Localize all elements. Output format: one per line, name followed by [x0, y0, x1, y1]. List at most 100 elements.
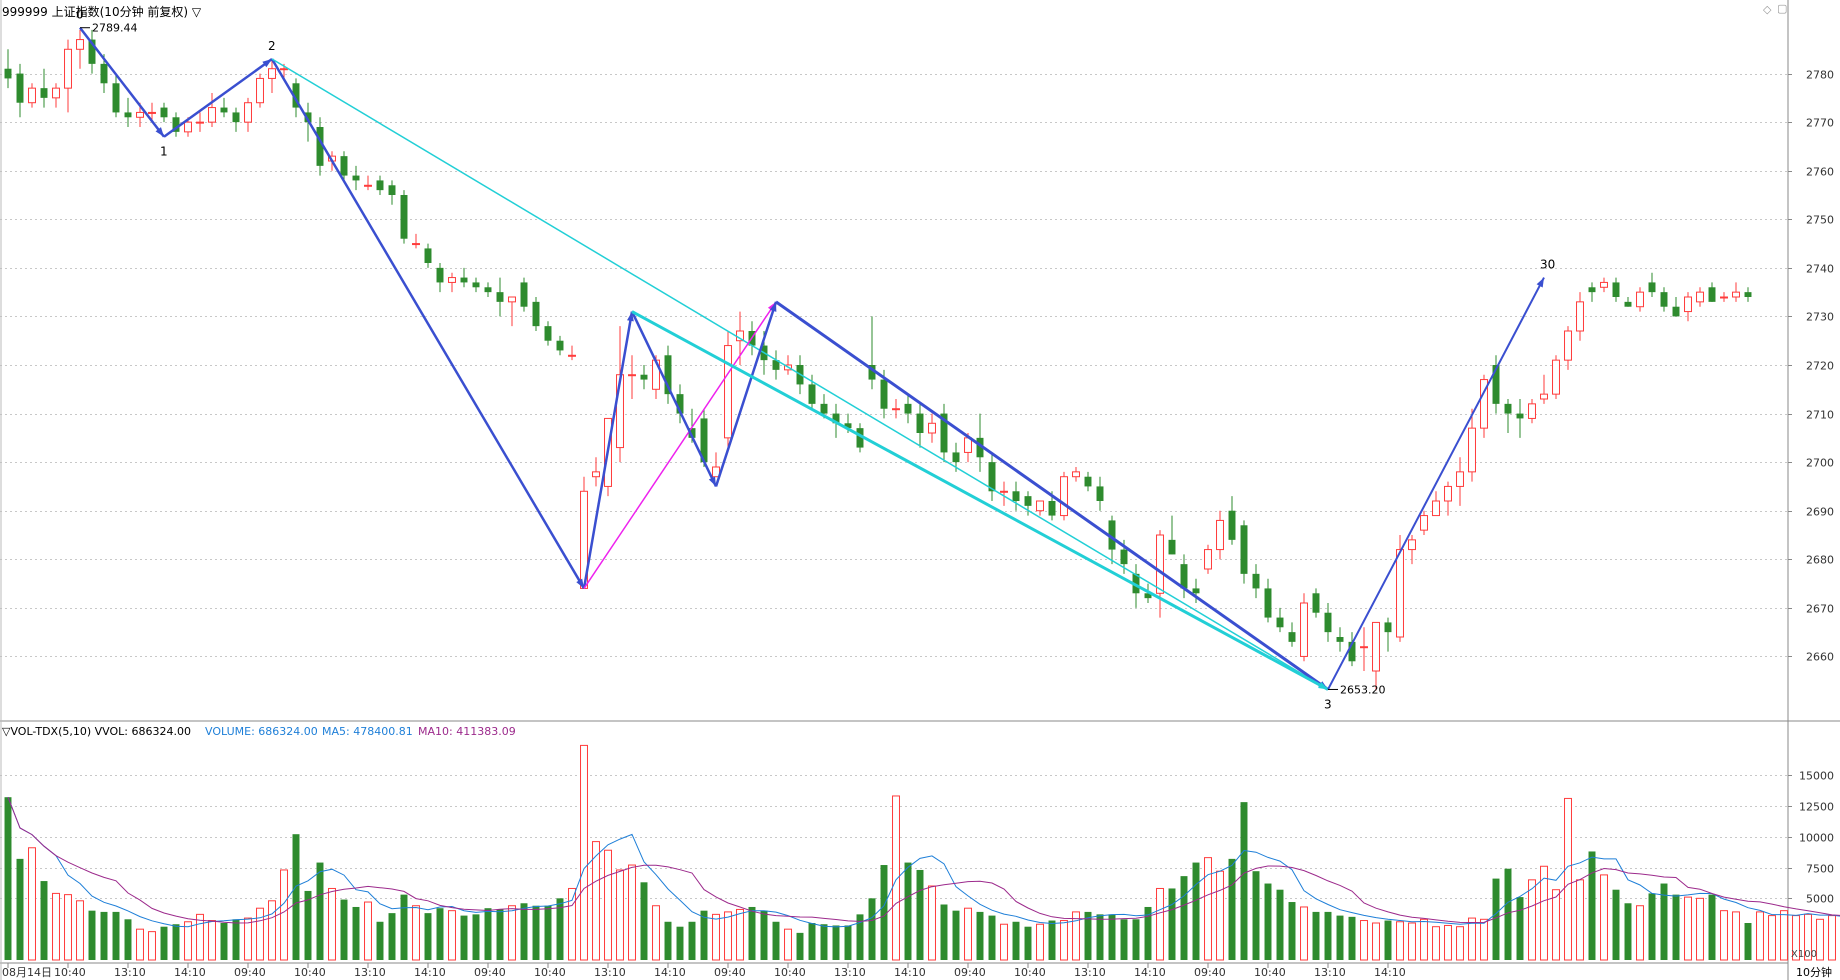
volume-bar	[1072, 911, 1080, 961]
price-tick-label: 2720	[1806, 360, 1834, 373]
candle	[496, 277, 504, 317]
volume-bar	[1420, 918, 1428, 961]
volume-bar	[1192, 862, 1200, 960]
volume-bar	[1060, 920, 1068, 961]
candle	[1384, 617, 1392, 652]
volume-bar	[820, 924, 828, 960]
candle	[1612, 277, 1620, 302]
candle-body	[1576, 301, 1584, 332]
volume-bar	[244, 917, 252, 961]
price-tick-label: 2690	[1806, 506, 1834, 519]
volume-bar	[748, 906, 756, 960]
candle	[1528, 399, 1536, 424]
candle-body	[160, 107, 168, 118]
candle-body	[1384, 622, 1392, 633]
candle	[640, 365, 648, 390]
candle	[1660, 287, 1668, 312]
volume-tick-label: 7500	[1806, 863, 1834, 876]
volume-bar	[964, 907, 972, 961]
candle-body	[88, 39, 96, 64]
candle-body	[340, 156, 348, 176]
candle	[220, 97, 228, 118]
price-tick-label: 2740	[1806, 263, 1834, 276]
volume-bar	[1480, 918, 1488, 961]
candle	[376, 175, 384, 195]
candle	[1720, 292, 1728, 302]
candle-body	[208, 107, 216, 123]
candle	[928, 413, 936, 443]
price-tick-label: 2710	[1806, 409, 1834, 422]
candle-body	[808, 384, 816, 404]
volume-bar	[340, 899, 348, 960]
candle	[976, 413, 984, 472]
volume-bar	[700, 910, 708, 960]
candle-body	[1324, 612, 1332, 633]
candle	[124, 97, 132, 127]
grid-lines	[0, 74, 1788, 899]
volume-bar	[1756, 911, 1764, 961]
candle	[1012, 481, 1020, 511]
volume-bar	[1252, 871, 1260, 960]
time-tick-label: 14:10	[1134, 966, 1166, 979]
candle-body	[196, 121, 204, 124]
candle-body	[184, 121, 192, 133]
candle	[1516, 399, 1524, 438]
volume-bar	[1600, 874, 1608, 961]
candle	[1468, 408, 1476, 482]
volume-bar	[1432, 926, 1440, 961]
timeframe-button[interactable]: 10分钟	[1796, 966, 1832, 979]
candle	[484, 282, 492, 297]
candle	[1276, 607, 1284, 633]
candle	[1684, 292, 1692, 322]
volume-bar	[1624, 903, 1632, 960]
volume-bar	[124, 919, 132, 960]
candle	[1204, 544, 1212, 574]
volume-bar	[928, 885, 936, 961]
volume-bar	[112, 911, 120, 960]
wave-label: 0	[76, 8, 84, 22]
candle	[1732, 282, 1740, 302]
price-tick-label: 2680	[1806, 554, 1834, 567]
candle-body	[400, 195, 408, 239]
price-tick-label: 2670	[1806, 603, 1834, 616]
chart-title[interactable]: 999999 上证指数(10分钟 前复权) ▽	[2, 5, 202, 19]
candle-body	[1216, 519, 1224, 551]
time-tick-label: 09:40	[954, 966, 986, 979]
candle-body	[1480, 379, 1488, 429]
volume-indicator-name[interactable]: ▽VOL-TDX(5,10) VVOL: 686324.00	[2, 725, 191, 738]
candle	[76, 29, 84, 69]
candle	[436, 263, 444, 293]
volume-bar	[832, 925, 840, 960]
time-tick-label: 14:10	[654, 966, 686, 979]
volume-bar	[1240, 802, 1248, 960]
restore-icon[interactable]: ▢	[1777, 2, 1788, 15]
candle-body	[832, 413, 840, 424]
diamond-icon[interactable]: ◇	[1763, 3, 1772, 16]
candle-body	[1420, 515, 1428, 531]
volume-bar	[460, 915, 468, 960]
candle	[352, 165, 360, 191]
volume-bar	[520, 903, 528, 960]
volume-bar	[652, 905, 660, 961]
candle-body	[820, 403, 828, 414]
candle	[916, 403, 924, 448]
volume-bar	[16, 858, 24, 960]
volume-bar	[844, 925, 852, 960]
volume-bar	[976, 911, 984, 960]
volume-bar	[568, 887, 576, 961]
candle-body	[1444, 485, 1452, 502]
candle	[64, 39, 72, 113]
volume-bar	[208, 920, 216, 961]
volume-bar	[640, 882, 648, 960]
candle	[700, 408, 708, 467]
volume-bar	[376, 921, 384, 960]
candle	[724, 331, 732, 453]
candle	[472, 277, 480, 293]
volume-bar	[580, 744, 588, 961]
candle	[1708, 282, 1716, 302]
volume-bar	[1672, 894, 1680, 960]
candle	[1372, 621, 1380, 691]
volume-bar	[1564, 797, 1572, 961]
volume-bar	[1456, 926, 1464, 961]
